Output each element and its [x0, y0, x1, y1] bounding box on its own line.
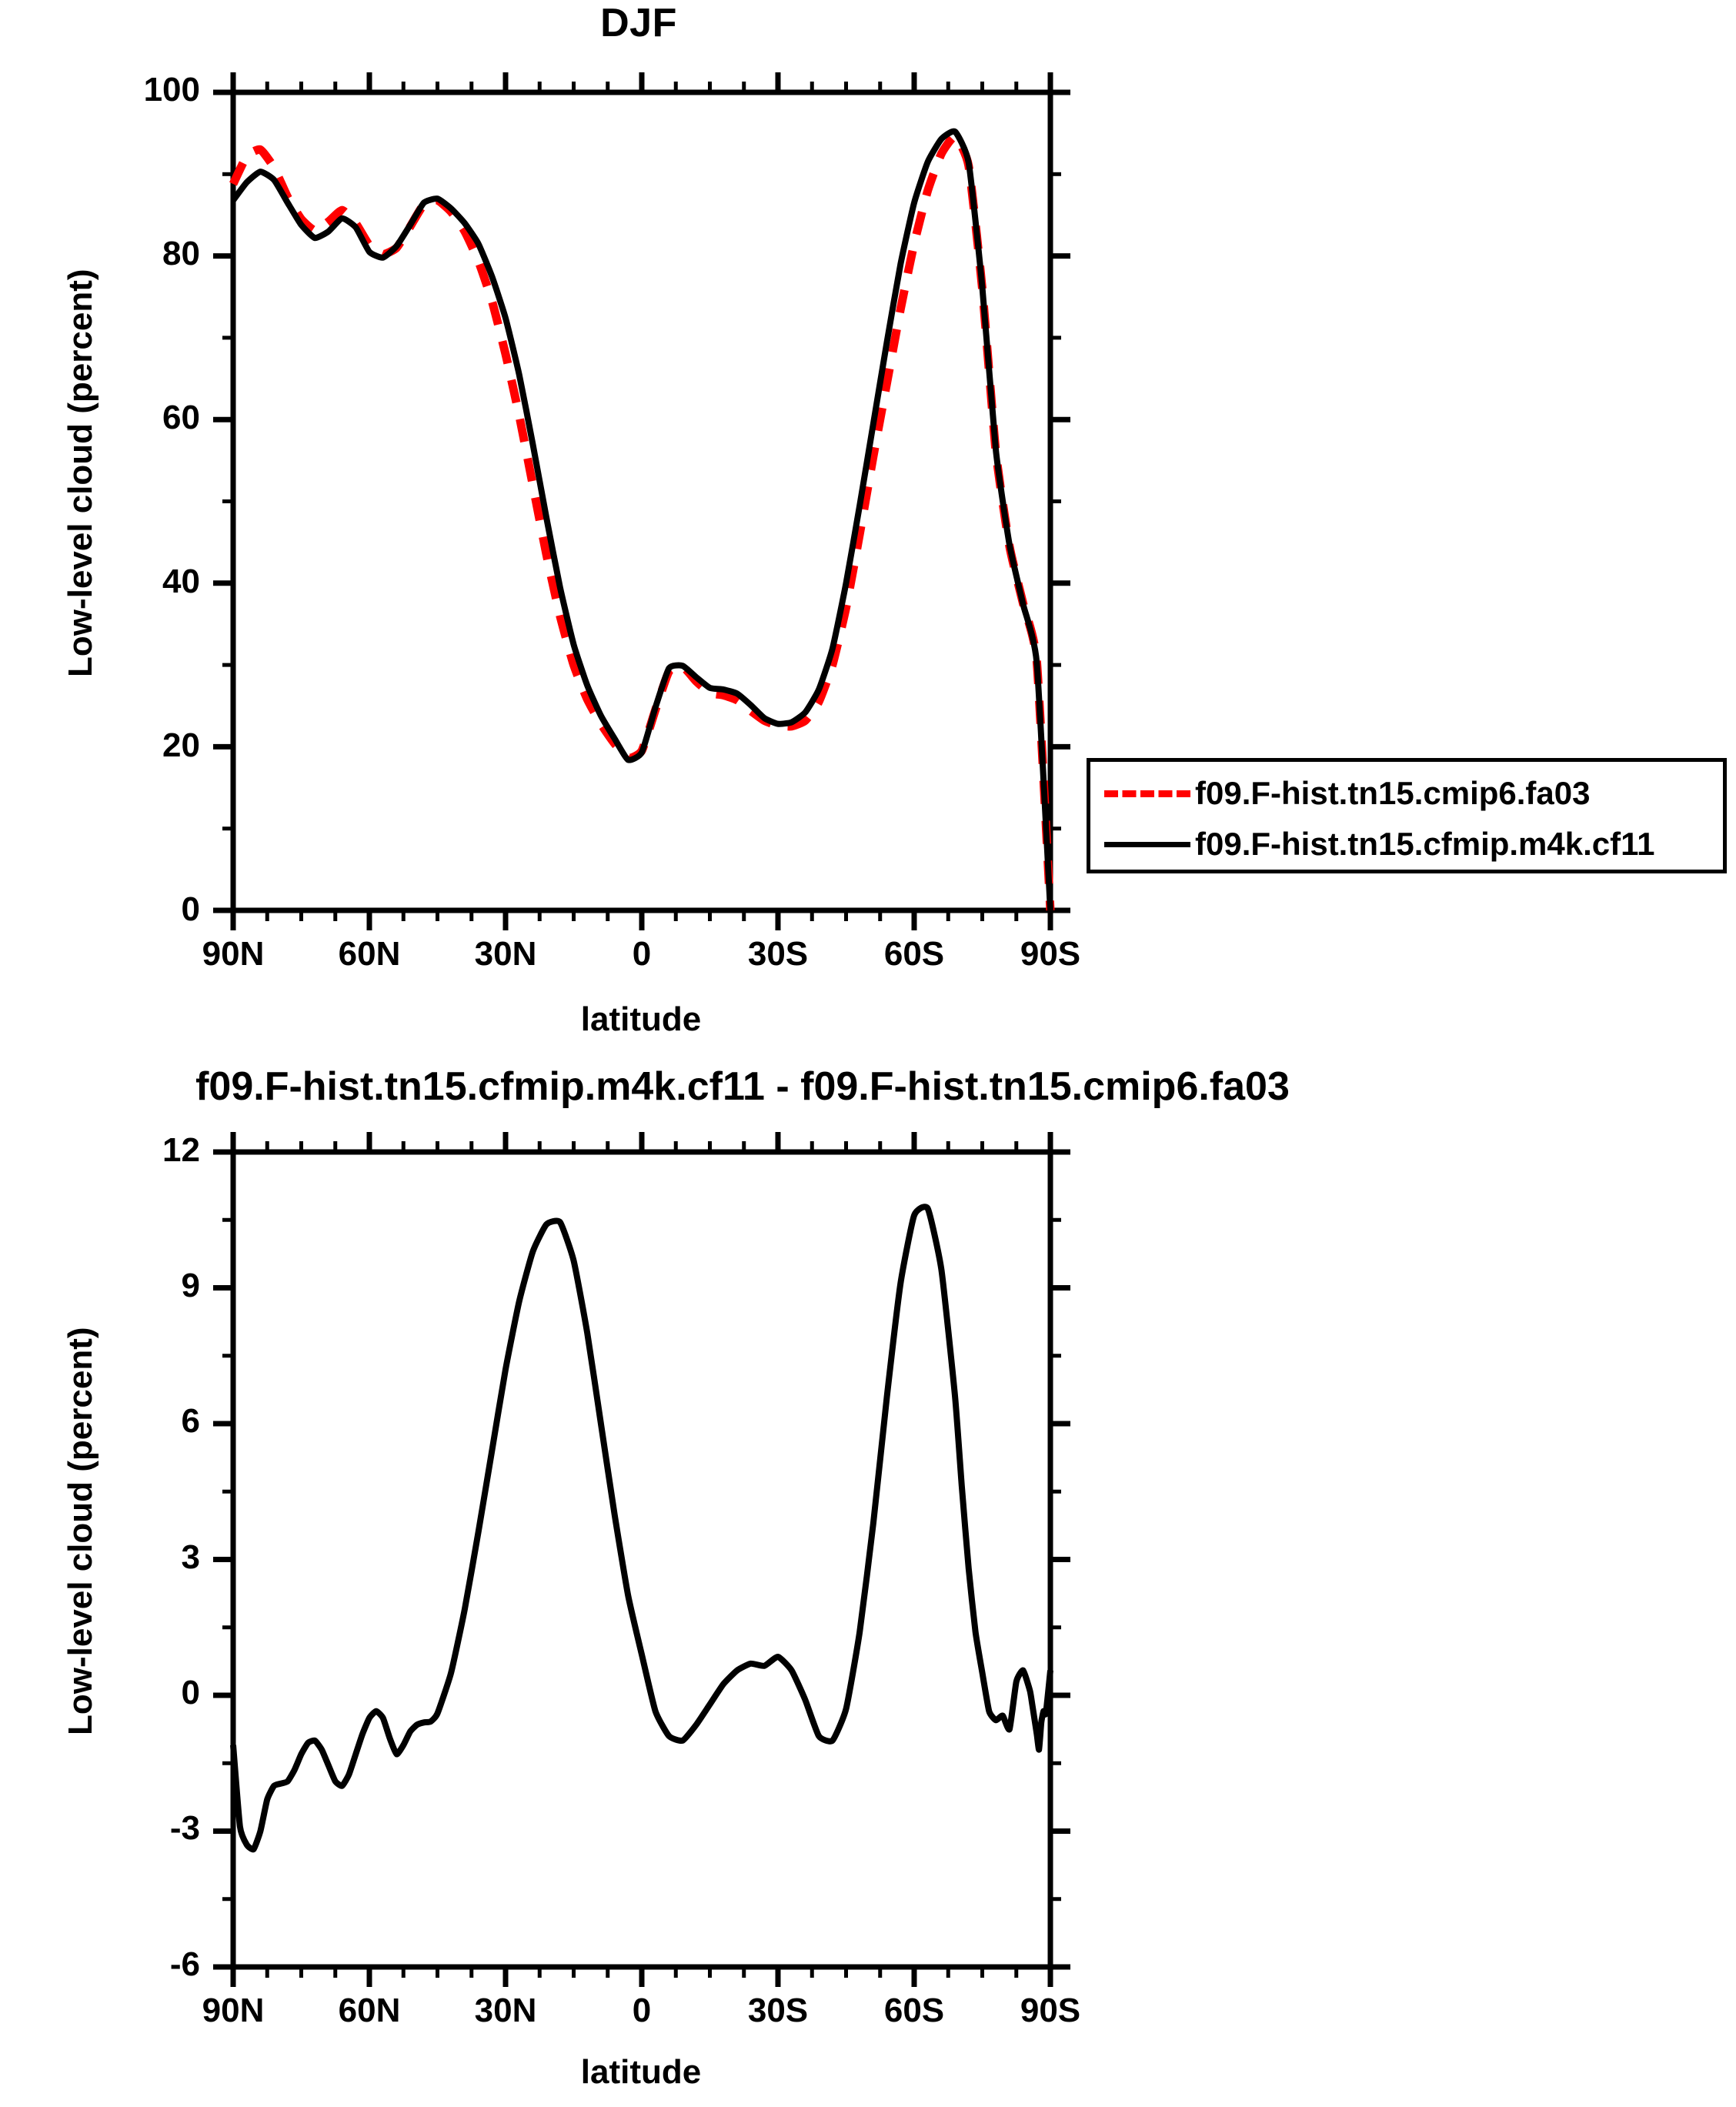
- top-ytick-20: 20: [162, 726, 200, 764]
- bottom-ytick-0: 0: [181, 1674, 200, 1711]
- series-line-0: [230, 1204, 1053, 1853]
- top-panel-plot: [213, 72, 1070, 930]
- legend-solid-line-icon: [1104, 841, 1190, 847]
- top-xtick-30S: 30S: [747, 935, 809, 973]
- bottom-panel-plot: [213, 1132, 1070, 1987]
- bottom-ytick-12: 12: [162, 1131, 200, 1169]
- top-ytick-80: 80: [162, 235, 200, 272]
- legend-dashed-line-icon: [1104, 790, 1190, 797]
- top-xtick-90S: 90S: [1020, 935, 1081, 973]
- top-ytick-100: 100: [143, 71, 200, 109]
- bottom-panel-axes: [213, 1132, 1070, 1987]
- top-xtick-30N: 30N: [474, 935, 537, 973]
- bottom-ytick-6: 6: [181, 1402, 200, 1440]
- legend: f09.F-hist.tn15.cmip6.fa03 f09.F-hist.tn…: [1087, 758, 1727, 873]
- top-xtick-60S: 60S: [883, 935, 945, 973]
- top-ytick-60: 60: [162, 399, 200, 436]
- bottom-xtick-90N: 90N: [202, 1992, 265, 2029]
- series-line-1: [230, 128, 1053, 911]
- bottom-ytick-9: 9: [181, 1267, 200, 1304]
- top-ytick-40: 40: [162, 563, 200, 600]
- bottom-panel-xlabel: latitude: [580, 2053, 702, 2091]
- legend-item-0[interactable]: f09.F-hist.tn15.cmip6.fa03: [1090, 768, 1723, 819]
- top-ytick-0: 0: [181, 890, 200, 928]
- bottom-panel-curves: [230, 1204, 1053, 1853]
- diff-panel-title: f09.F-hist.tn15.cfmip.m4k.cf11 - f09.F-h…: [195, 1064, 1290, 1109]
- top-panel-xlabel: latitude: [580, 1000, 702, 1038]
- top-xtick-90N: 90N: [202, 935, 265, 973]
- bottom-xtick-90S: 90S: [1020, 1992, 1081, 2029]
- bottom-xtick-30N: 30N: [474, 1992, 537, 2029]
- top-xtick-60N: 60N: [338, 935, 401, 973]
- top-panel-axes: [213, 72, 1070, 930]
- bottom-xtick-0: 0: [632, 1992, 652, 2029]
- legend-item-1[interactable]: f09.F-hist.tn15.cfmip.m4k.cf11: [1090, 819, 1723, 870]
- top-panel-curves: [229, 128, 1055, 911]
- bottom-ytick-n6: -6: [169, 1945, 200, 1983]
- top-xtick-0: 0: [632, 935, 652, 973]
- bottom-xtick-30S: 30S: [747, 1992, 809, 2029]
- legend-label-1: f09.F-hist.tn15.cfmip.m4k.cf11: [1195, 826, 1655, 862]
- bottom-xtick-60S: 60S: [883, 1992, 945, 2029]
- top-panel-title: DJF: [600, 1, 677, 45]
- bottom-ytick-n3: -3: [169, 1809, 200, 1847]
- bottom-xtick-60N: 60N: [338, 1992, 401, 2029]
- legend-label-0: f09.F-hist.tn15.cmip6.fa03: [1195, 775, 1591, 811]
- series-line-0: [229, 132, 1055, 911]
- bottom-ytick-3: 3: [181, 1538, 200, 1576]
